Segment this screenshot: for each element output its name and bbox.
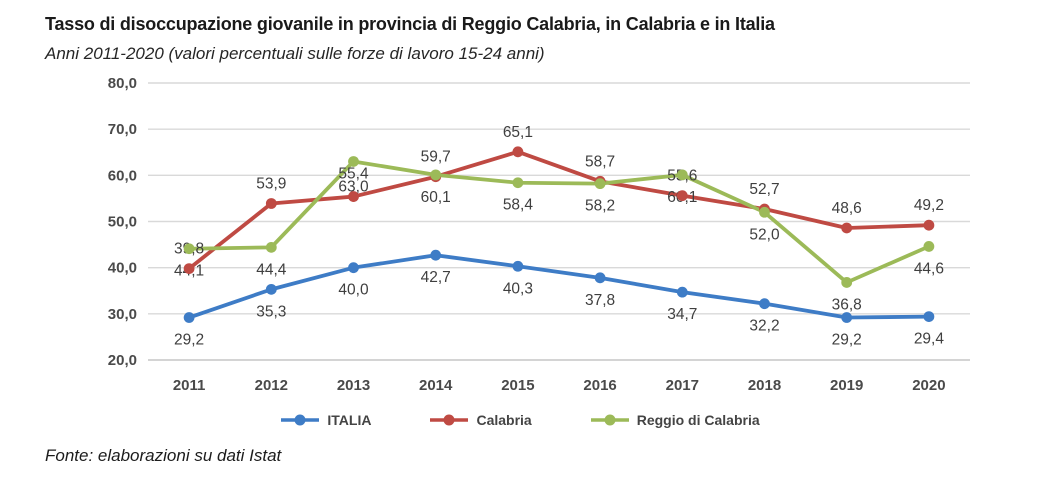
data-point-italia	[430, 249, 442, 261]
data-label-calabria: 52,7	[749, 181, 779, 198]
chart-legend: ITALIA Calabria Reggio di Calabria	[0, 412, 1040, 428]
data-label-italia: 29,2	[832, 332, 862, 349]
y-axis-tick-label: 70,0	[108, 121, 137, 138]
series-line-calabria	[187, 149, 931, 271]
legend-marker-icon	[430, 414, 469, 426]
data-label-italia: 37,8	[585, 292, 615, 309]
data-label-calabria: 49,2	[914, 197, 944, 214]
chart-subtitle: Anni 2011-2020 (valori percentuali sulle…	[45, 44, 545, 63]
x-axis-year-label: 2012	[255, 377, 288, 394]
data-label-calabria: 59,7	[421, 149, 451, 166]
legend-item-calabria: Calabria	[429, 412, 532, 428]
x-axis-year-label: 2014	[419, 377, 453, 394]
x-axis-year-label: 2015	[501, 377, 534, 394]
data-point-italia	[183, 312, 195, 323]
series-line-italia	[187, 253, 931, 320]
y-axis-tick-label: 30,0	[108, 306, 137, 323]
data-point-reggio-di-calabria	[348, 156, 359, 167]
chart-title: Tasso di disoccupazione giovanile in pro…	[45, 14, 775, 34]
data-point-italia	[923, 311, 935, 323]
data-point-calabria	[841, 222, 853, 234]
data-label-calabria: 58,7	[585, 153, 615, 170]
data-label-reggio-di-calabria: 52,0	[749, 226, 780, 243]
data-label-reggio-di-calabria: 58,4	[503, 197, 534, 214]
data-label-reggio-di-calabria: 44,4	[256, 261, 287, 278]
y-axis-tick-label: 20,0	[108, 352, 137, 369]
data-label-italia: 34,7	[667, 306, 697, 323]
data-label-reggio-di-calabria: 60,1	[421, 189, 451, 206]
data-point-reggio-di-calabria	[512, 177, 524, 189]
data-point-reggio-di-calabria	[841, 277, 853, 288]
legend-item-italia: ITALIA	[280, 412, 371, 428]
legend-marker-icon	[281, 414, 320, 426]
data-point-reggio-di-calabria	[183, 243, 195, 255]
legend-label: Calabria	[476, 412, 532, 428]
legend-label: ITALIA	[327, 412, 372, 428]
data-label-calabria: 53,9	[256, 175, 286, 192]
data-point-calabria	[183, 263, 195, 274]
data-label-italia: 40,3	[503, 280, 533, 297]
data-label-reggio-di-calabria: 44,6	[914, 260, 944, 277]
y-axis-tick-label: 40,0	[108, 260, 137, 277]
data-label-reggio-di-calabria: 58,2	[585, 198, 615, 215]
data-label-italia: 35,3	[256, 303, 286, 320]
data-label-italia: 42,7	[421, 269, 451, 286]
data-label-italia: 29,2	[174, 332, 204, 349]
x-axis-year-label: 2013	[337, 377, 370, 394]
data-point-italia	[841, 312, 853, 323]
data-point-reggio-di-calabria	[759, 206, 770, 218]
data-label-calabria: 65,1	[503, 124, 533, 141]
data-point-calabria	[348, 191, 359, 202]
data-point-reggio-di-calabria	[676, 169, 688, 181]
data-point-calabria	[512, 146, 524, 158]
x-axis-year-label: 2017	[666, 377, 699, 394]
x-axis-year-label: 2019	[830, 377, 863, 394]
data-label-reggio-di-calabria: 63,0	[338, 179, 369, 196]
data-label-italia: 32,2	[749, 318, 779, 335]
y-axis-tick-label: 80,0	[108, 75, 137, 92]
series-line-reggio-di-calabria	[187, 159, 931, 285]
source-note: Fonte: elaborazioni su dati Istat	[45, 446, 282, 465]
x-axis-year-label: 2011	[173, 377, 206, 394]
data-point-calabria	[923, 219, 935, 231]
legend-item-reggio-di-calabria: Reggio di Calabria	[590, 412, 760, 428]
data-point-italia	[348, 262, 359, 274]
x-axis-year-label: 2016	[583, 377, 616, 394]
x-axis-year-label: 2018	[748, 377, 781, 394]
y-axis-tick-label: 50,0	[108, 214, 137, 231]
data-point-reggio-di-calabria	[923, 241, 935, 252]
data-label-reggio-di-calabria: 36,8	[832, 296, 862, 313]
y-axis-tick-label: 60,0	[108, 167, 137, 184]
x-axis-year-label: 2020	[912, 377, 945, 394]
data-point-italia	[265, 283, 277, 295]
data-label-italia: 40,0	[338, 282, 369, 299]
data-point-italia	[676, 286, 688, 298]
data-point-italia	[512, 260, 524, 272]
data-label-italia: 29,4	[914, 331, 945, 348]
data-point-reggio-di-calabria	[594, 178, 606, 190]
data-point-reggio-di-calabria	[430, 169, 442, 181]
data-label-calabria: 55,4	[338, 166, 369, 183]
data-point-reggio-di-calabria	[265, 241, 277, 253]
legend-label: Reggio di Calabria	[636, 412, 760, 428]
data-point-calabria	[265, 198, 277, 209]
legend-marker-icon	[590, 414, 629, 426]
data-point-calabria	[676, 190, 688, 202]
data-point-italia	[594, 272, 606, 284]
data-point-italia	[759, 298, 770, 310]
data-label-calabria: 48,6	[832, 200, 862, 217]
